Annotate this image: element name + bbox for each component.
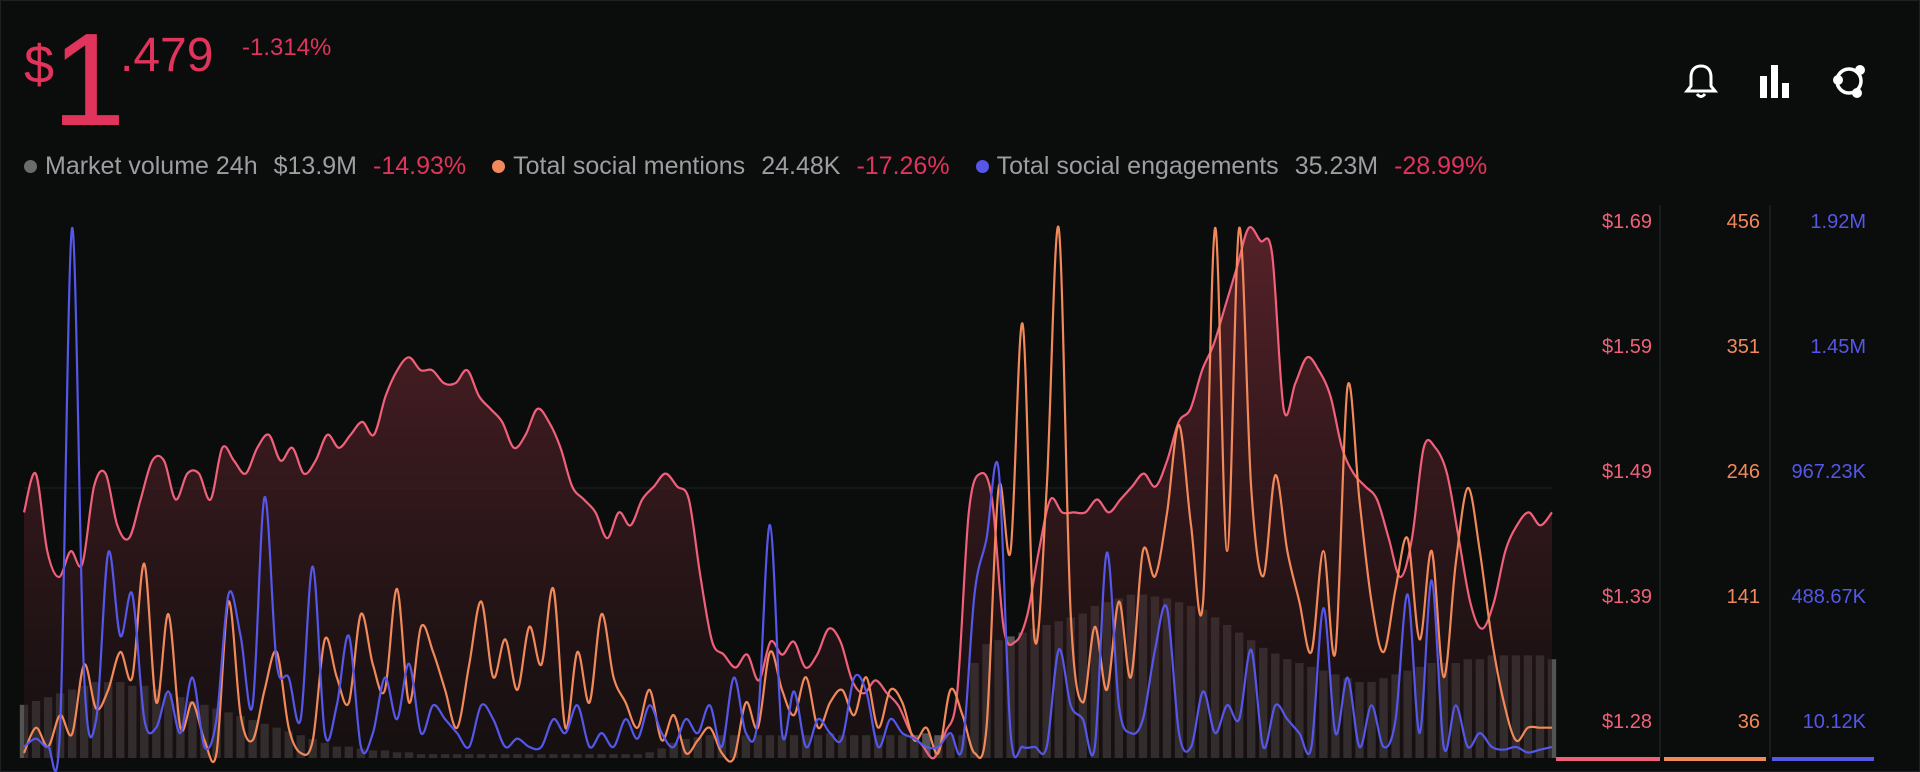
axis-tick-mentions: 456 <box>1727 211 1760 233</box>
axis-tick-price: $1.39 <box>1602 586 1652 608</box>
legend-change: -28.99% <box>1394 152 1488 180</box>
price-area <box>24 227 1552 759</box>
legend-dot <box>24 160 37 173</box>
volume-bar <box>922 733 931 758</box>
axis-underline-engagements <box>1772 757 1874 761</box>
share-icon[interactable] <box>1830 62 1868 100</box>
legend-item-mentions[interactable]: Total social mentions 24.48K -17.26% <box>492 152 950 181</box>
axis-tick-engagements: 1.45M <box>1810 336 1866 358</box>
legend-dot <box>492 160 506 173</box>
axis-tick-engagements: 967.23K <box>1791 461 1866 483</box>
axis-tick-engagements: 10.12K <box>1803 711 1867 733</box>
legend-change: -17.26% <box>856 152 950 180</box>
bar-chart-icon[interactable] <box>1756 62 1794 100</box>
series-line-engagements <box>23 226 1553 772</box>
legend-dot <box>975 160 989 173</box>
legend-value: 35.23M <box>1294 152 1379 180</box>
axis-tick-engagements: 488.67K <box>1791 586 1866 608</box>
price-integer: 1 <box>52 6 126 153</box>
bell-icon[interactable] <box>1682 62 1720 100</box>
axis-underline-mentions <box>1664 757 1766 761</box>
legend-label: Market volume 24h <box>45 152 258 180</box>
legend-item-engagements[interactable]: Total social engagements 35.23M -28.99% <box>975 152 1488 181</box>
legend-label: Total social engagements <box>996 152 1279 180</box>
legend-item-volume[interactable]: Market volume 24h $13.9M -14.93% <box>24 152 466 181</box>
legend-value: 24.48K <box>761 152 841 180</box>
axis-tick-mentions: 246 <box>1727 461 1760 483</box>
axis-tick-mentions: 141 <box>1727 586 1760 608</box>
currency-symbol: $ <box>24 35 55 95</box>
legend-label: Total social mentions <box>513 152 746 180</box>
axis-tick-price: $1.28 <box>1602 711 1652 733</box>
price-change: -1.314% <box>242 34 332 61</box>
legend: Market volume 24h $13.9M -14.93% Total s… <box>24 152 1513 181</box>
axis-underline-price <box>1556 757 1660 761</box>
axis-tick-mentions: 351 <box>1727 336 1760 358</box>
legend-value: $13.9M <box>273 152 357 180</box>
toolbar <box>1682 62 1868 100</box>
axis-tick-engagements: 1.92M <box>1810 211 1866 233</box>
axis-tick-price: $1.49 <box>1602 461 1652 483</box>
price-decimal: .479 <box>120 29 214 82</box>
series-line-price <box>22 226 1553 760</box>
axis-tick-price: $1.69 <box>1602 211 1652 233</box>
axis-tick-price: $1.59 <box>1602 336 1652 358</box>
axis-tick-mentions: 36 <box>1738 711 1760 733</box>
legend-change: -14.93% <box>373 152 467 180</box>
series-line-mentions <box>22 225 1552 764</box>
